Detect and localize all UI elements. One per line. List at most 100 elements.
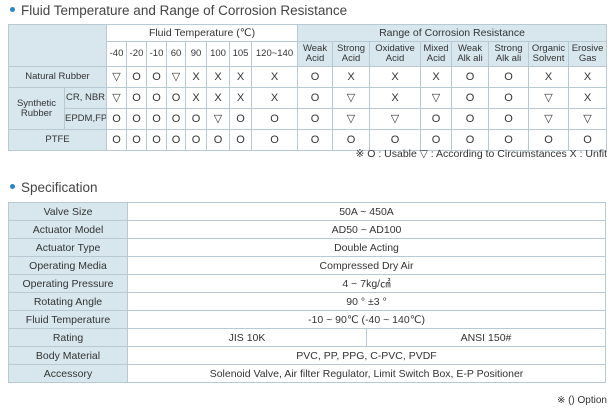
resistance-symbol: ▽ xyxy=(369,108,422,130)
resistance-symbol: O xyxy=(297,108,334,130)
resistance-symbol: ▽ xyxy=(568,108,608,130)
material-label: EPDM,FPM xyxy=(64,108,107,130)
chemical-header: Oxidative Acid xyxy=(369,41,422,67)
spec-label: Rating xyxy=(8,328,128,347)
corner-cell xyxy=(8,24,107,67)
spec-value: AD50 ~ AD100 xyxy=(127,220,606,239)
spec-row: Accessory Solenoid Valve, Air filter Regu… xyxy=(8,364,606,383)
resistance-symbol: X xyxy=(206,66,230,88)
resistance-symbol: X xyxy=(369,87,422,109)
spec-label: Actuator Model xyxy=(8,220,128,239)
synthetic-rubber-label: Synthetic Rubber xyxy=(8,87,65,130)
resistance-symbol: O xyxy=(488,87,530,109)
temp-header: 120~140 xyxy=(250,41,299,67)
resistance-symbol: ▽ xyxy=(332,87,371,109)
resistance-symbol: ▽ xyxy=(332,108,371,130)
specification-table: Valve Size 50A ~ 450A Actuator Model AD50 ~… xyxy=(8,202,606,383)
spec-label: Accessory xyxy=(8,364,128,383)
resistance-symbol: X xyxy=(568,66,608,88)
resistance-symbol: O xyxy=(332,129,371,151)
resistance-symbol: X xyxy=(369,66,422,88)
material-row: EPDM,FPMOOOOO▽OOO▽▽OOO▽▽ xyxy=(9,108,608,130)
chemical-header: Strong Acid xyxy=(332,41,371,67)
material-label: CR, NBR xyxy=(64,87,107,109)
spec-label: Operating Pressure xyxy=(8,274,128,293)
legend-note: ※ O : Usable ▽ : According to Circumstan… xyxy=(355,148,607,160)
resistance-symbol: O xyxy=(229,129,252,151)
spec-label: Actuator Type xyxy=(8,238,128,257)
spec-row: Body Material PVC, PP, PPG, C-PVC, PVDF xyxy=(8,346,606,365)
spec-row: Rotating Angle 90 ° ±3 ° xyxy=(8,292,606,311)
material-label: PTFE xyxy=(8,129,107,151)
resistance-symbol: O xyxy=(146,87,167,109)
resistance-symbol: ▽ xyxy=(528,108,570,130)
spec-value: 50A ~ 450A xyxy=(127,202,606,221)
resistance-symbol: O xyxy=(528,129,570,151)
resistance-symbol: X xyxy=(528,66,570,88)
spec-value: Double Acting xyxy=(127,238,606,257)
resistance-symbol: O xyxy=(106,108,127,130)
spec-row: Actuator Type Double Acting xyxy=(8,238,606,257)
chemical-header: Strong Alk ali xyxy=(488,41,530,67)
resistance-symbol: O xyxy=(126,87,147,109)
resistance-symbol: O xyxy=(488,108,530,130)
resistance-symbol: O xyxy=(250,129,299,151)
material-row: PTFE O O O O O O O O O O O O O O O O xyxy=(8,129,608,151)
spec-value: 4 ~ 7kg/㎠ xyxy=(127,274,606,293)
material-row: Synthetic Rubber CR, NBR ▽ O O O X X X X O ▽ X ▽ O O ▽ X xyxy=(8,87,608,130)
resistance-symbol: X xyxy=(185,66,207,88)
resistance-symbol: O xyxy=(166,87,186,109)
chemical-header: Organic Solvent xyxy=(528,41,570,67)
chemical-header: Mixed Acid xyxy=(420,41,453,67)
temp-header: -40 xyxy=(106,41,127,67)
temp-header: 100 xyxy=(206,41,230,67)
resistance-symbol: O xyxy=(568,129,608,151)
option-note: ※ () Option xyxy=(556,395,607,406)
spec-label: Rotating Angle xyxy=(8,292,128,311)
spec-value: 90 ° ±3 ° xyxy=(127,292,606,311)
rating-jis: JIS 10K xyxy=(127,328,367,347)
resistance-symbol: O xyxy=(146,129,167,151)
resistance-symbol: ▽ xyxy=(528,87,570,109)
fluid-section-title: Fluid Temperature and Range of Corrosion… xyxy=(10,3,347,18)
resistance-symbol: X xyxy=(332,66,371,88)
temp-header: 105 xyxy=(229,41,252,67)
spec-section-title: Specification xyxy=(10,180,98,195)
material-label: Natural Rubber xyxy=(8,66,107,88)
resistance-symbol: O xyxy=(166,108,186,130)
temp-header: 60 xyxy=(166,41,186,67)
temp-group-header: Fluid Temperature (℃) xyxy=(105,24,299,42)
resistance-symbol: O xyxy=(206,129,230,151)
resistance-symbol: O xyxy=(146,66,167,88)
resistance-symbol: O xyxy=(297,66,334,88)
spec-value: Compressed Dry Air xyxy=(127,256,606,275)
resistance-symbol: O xyxy=(451,129,490,151)
spec-row: Actuator Model AD50 ~ AD100 xyxy=(8,220,606,239)
resistance-symbol: X xyxy=(206,87,230,109)
resistance-symbol: O xyxy=(126,66,147,88)
spec-label: Body Material xyxy=(8,346,128,365)
resistance-symbol: O xyxy=(166,129,186,151)
resistance-symbol: O xyxy=(250,108,299,130)
resistance-symbol: ▽ xyxy=(106,66,127,88)
resistance-symbol: O xyxy=(146,108,167,130)
resistance-symbol: O xyxy=(229,108,252,130)
spec-row: Operating Media Compressed Dry Air xyxy=(8,256,606,275)
resistance-symbol: X xyxy=(420,66,453,88)
bullet-icon xyxy=(10,183,15,189)
resistance-symbol: ▽ xyxy=(420,87,453,109)
spec-row: Operating Pressure 4 ~ 7kg/㎠ xyxy=(8,274,606,293)
resistance-symbol: O xyxy=(126,108,147,130)
spec-row: Valve Size 50A ~ 450A xyxy=(8,202,606,221)
resistance-symbol: O xyxy=(451,66,490,88)
bullet-icon xyxy=(10,6,15,12)
spec-row: Fluid Temperature -10 ~ 90℃ (-40 ~ 140℃) xyxy=(8,310,606,329)
resistance-symbol: X xyxy=(229,66,252,88)
resistance-symbol: X xyxy=(250,87,299,109)
resistance-symbol: X xyxy=(229,87,252,109)
chemical-header: Weak Acid xyxy=(297,41,334,67)
resistance-symbol: O xyxy=(185,108,207,130)
resistance-symbol: O xyxy=(488,66,530,88)
resistance-symbol: O xyxy=(185,129,207,151)
spec-row-rating: Rating JIS 10K ANSI 150# xyxy=(8,328,606,347)
